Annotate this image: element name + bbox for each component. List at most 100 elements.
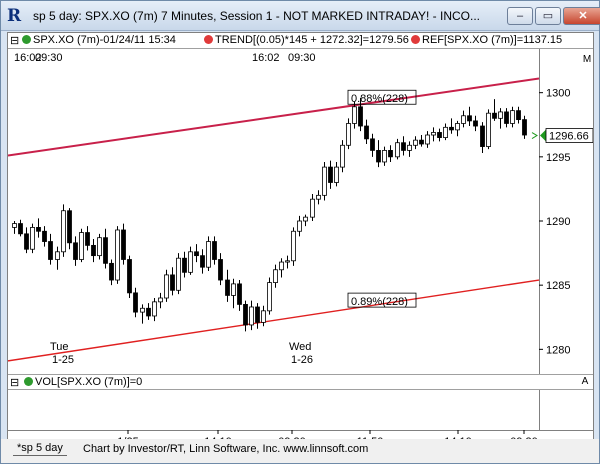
y-tick-label: 1290 xyxy=(546,216,570,228)
candle-body xyxy=(504,111,509,124)
candle-body xyxy=(127,259,132,294)
candle-body xyxy=(206,241,211,268)
candle-body xyxy=(30,227,35,250)
window-title: sp 5 day: SPX.XO (7m) 7 Minutes, Session… xyxy=(33,9,481,23)
candle-body xyxy=(61,210,66,253)
ref-dot-icon xyxy=(411,35,420,44)
candle-body xyxy=(419,139,424,145)
candle-body xyxy=(188,251,193,273)
ref-legend[interactable]: REF[SPX.XO (7m)]=1137.15 xyxy=(411,34,562,46)
candle-body xyxy=(340,144,345,168)
candle-body xyxy=(55,251,60,260)
candle-body xyxy=(121,229,126,260)
y-tick-label: 1285 xyxy=(546,280,570,292)
candle-body xyxy=(303,216,308,222)
candle-body xyxy=(431,132,436,136)
y-tick-label: 1295 xyxy=(546,152,570,164)
y-tick-label: 1280 xyxy=(546,344,570,356)
candle-body xyxy=(480,125,485,147)
candle-body xyxy=(249,306,254,326)
minimize-button[interactable]: – xyxy=(507,7,533,25)
candle-body xyxy=(67,210,72,244)
candle-body xyxy=(486,112,491,147)
candle-body xyxy=(273,269,278,283)
candle-body xyxy=(334,166,339,183)
candle-body xyxy=(291,230,296,262)
candle-body xyxy=(510,110,515,124)
candle-body xyxy=(73,242,78,260)
candle-body xyxy=(425,134,430,145)
candle-body xyxy=(152,301,157,317)
candle-body xyxy=(267,282,272,312)
candle-body xyxy=(279,261,284,271)
layout-tab[interactable]: *sp 5 day xyxy=(13,441,67,456)
candle-body xyxy=(42,230,47,242)
candle-body xyxy=(12,223,17,228)
candle-body xyxy=(473,120,478,127)
candle-body xyxy=(352,106,357,124)
candle-body xyxy=(36,227,41,232)
candle-body xyxy=(407,144,412,151)
candle-body xyxy=(146,307,151,317)
symbol-dot-icon xyxy=(22,35,31,44)
candle-body xyxy=(328,166,333,183)
axis-mode-button[interactable]: M xyxy=(582,54,592,65)
candle-body xyxy=(316,194,321,200)
header-time-label: 09:30 xyxy=(288,52,316,64)
legend-bar: ⊟ SPX.XO (7m)-01/24/11 15:34 TREND[(0.05… xyxy=(8,33,593,49)
candle-body xyxy=(158,297,163,303)
status-credit: Chart by Investor/RT, Linn Software, Inc… xyxy=(83,443,369,455)
header-time-label: 16:02 xyxy=(252,52,280,64)
candle-body xyxy=(310,198,315,218)
candle-body xyxy=(467,115,472,122)
day-label-date: 1-25 xyxy=(52,354,74,366)
volume-legend[interactable]: VOL[SPX.XO (7m)]=0 xyxy=(24,376,142,388)
candle-body xyxy=(498,111,503,119)
app-logo-icon: R xyxy=(7,6,22,26)
candle-body xyxy=(255,306,260,323)
symbol-legend[interactable]: SPX.XO (7m)-01/24/11 15:34 xyxy=(22,34,176,46)
day-label-weekday: Tue xyxy=(50,341,69,353)
trendline-label: 0.89%(228) xyxy=(351,296,408,308)
candle-body xyxy=(370,138,375,151)
volume-collapse-icon[interactable]: ⊟ xyxy=(10,377,20,389)
trendline-label-box xyxy=(347,292,417,308)
candle-body xyxy=(449,126,454,131)
candle-body xyxy=(261,310,266,323)
trend-dot-icon xyxy=(204,35,213,44)
candle-body xyxy=(170,274,175,291)
candle-body xyxy=(237,283,242,305)
candle-body xyxy=(97,237,102,257)
collapse-icon[interactable]: ⊟ xyxy=(10,35,20,47)
chart-panel: ⊟ SPX.XO (7m)-01/24/11 15:34 TREND[(0.05… xyxy=(7,32,594,457)
volume-legend-text: VOL[SPX.XO (7m)]=0 xyxy=(35,376,143,388)
symbol-legend-text: SPX.XO (7m)-01/24/11 15:34 xyxy=(33,34,176,46)
volume-axis-button[interactable]: A xyxy=(581,376,589,387)
candle-body xyxy=(413,139,418,146)
trendline-label: 0.88%(228) xyxy=(351,93,408,105)
candle-body xyxy=(194,251,199,257)
candle-body xyxy=(91,244,96,257)
trend-legend-text: TREND[(0.05)*145 + 1272.32]=1279.56 xyxy=(215,34,409,46)
volume-dot-icon xyxy=(24,377,33,386)
maximize-button[interactable]: ▭ xyxy=(535,7,561,25)
candle-body xyxy=(358,106,363,127)
trendline-label-box xyxy=(347,89,417,105)
candle-body xyxy=(455,123,460,131)
candle-body xyxy=(212,241,217,260)
day-label-date: 1-26 xyxy=(291,354,313,366)
candle-body xyxy=(346,123,351,146)
candle-body xyxy=(109,262,114,281)
close-button[interactable]: ✕ xyxy=(563,7,600,25)
status-bar: *sp 5 day Chart by Investor/RT, Linn Sof… xyxy=(1,439,599,463)
title-bar[interactable]: R sp 5 day: SPX.XO (7m) 7 Minutes, Sessi… xyxy=(1,1,600,31)
candle-body xyxy=(79,232,84,260)
header-time-label: 16:02 xyxy=(14,52,42,64)
candle-body xyxy=(85,232,90,246)
trend-legend[interactable]: TREND[(0.05)*145 + 1272.32]=1279.56 xyxy=(204,34,409,46)
plot-background xyxy=(8,49,593,375)
candle-body xyxy=(297,220,302,232)
candle-body xyxy=(364,125,369,140)
candle-body xyxy=(182,257,187,273)
